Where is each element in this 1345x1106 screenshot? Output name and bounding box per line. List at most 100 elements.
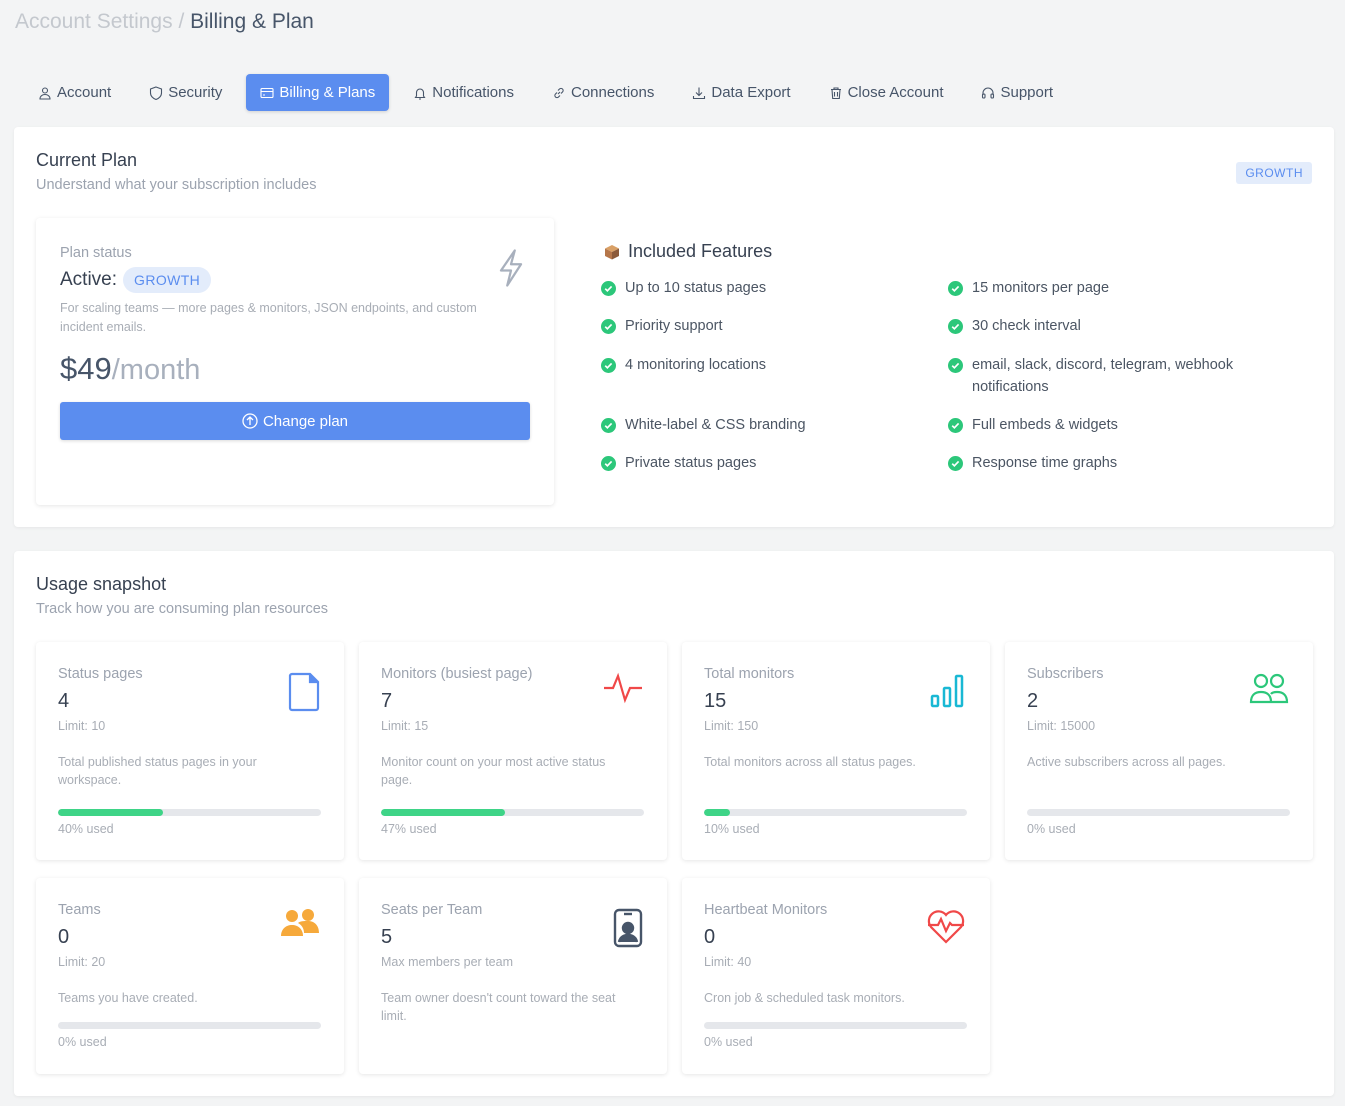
tab-account[interactable]: Account <box>24 74 125 111</box>
breadcrumb-current: Billing & Plan <box>190 10 314 33</box>
section-subtitle: Understand what your subscription includ… <box>36 177 317 193</box>
usage-card-status-pages: Status pages 4 Limit: 10 Total published… <box>36 642 344 860</box>
tab-label: Account <box>57 84 112 101</box>
feature-item: 15 monitors per page <box>948 277 1268 299</box>
tab-data-export[interactable]: Data Export <box>678 74 804 111</box>
check-circle-icon <box>601 418 616 433</box>
tab-label: Billing & Plans <box>279 84 376 101</box>
check-circle-icon <box>601 456 616 471</box>
feature-item: Priority support <box>601 315 921 337</box>
price-amount: $49 <box>60 351 112 386</box>
feature-text: Up to 10 status pages <box>625 280 767 296</box>
usage-card-teams: Teams 0 Limit: 20 Teams you have created… <box>36 878 344 1074</box>
usage-card-subscribers: Subscribers 2 Limit: 15000 Active subscr… <box>1005 642 1313 860</box>
breadcrumb-parent[interactable]: Account Settings <box>15 10 173 33</box>
usage-card-monitors-busiest-page: Monitors (busiest page) 7 Limit: 15 Moni… <box>359 642 667 860</box>
check-circle-icon <box>601 281 616 296</box>
feature-item: Up to 10 status pages <box>601 277 921 299</box>
plan-badge: GROWTH <box>1236 162 1312 184</box>
usage-progress-bar <box>704 809 967 816</box>
feature-text: 15 monitors per page <box>972 280 1110 296</box>
activity-icon <box>603 672 643 709</box>
check-circle-icon <box>948 418 963 433</box>
tab-connections[interactable]: Connections <box>538 74 668 111</box>
package-icon <box>605 244 619 259</box>
bell-icon <box>414 87 426 100</box>
tab-close-account[interactable]: Close Account <box>815 74 958 111</box>
usage-title: Subscribers <box>1027 666 1104 682</box>
current-plan-panel: Current Plan Understand what your subscr… <box>14 127 1334 527</box>
check-circle-icon <box>948 281 963 296</box>
headset-icon <box>982 87 995 99</box>
bar-chart-icon <box>930 672 966 713</box>
usage-progress-bar <box>1027 809 1290 816</box>
usage-value: 7 <box>381 690 393 712</box>
usage-progress-bar <box>58 1022 321 1029</box>
feature-text: Private status pages <box>625 455 757 471</box>
usage-limit: Limit: 20 <box>58 955 106 969</box>
check-circle-icon <box>601 319 616 334</box>
usage-value: 15 <box>704 690 727 712</box>
usage-panel: Usage snapshot Track how you are consumi… <box>14 551 1334 1096</box>
feature-item: Full embeds & widgets <box>948 414 1268 436</box>
usage-progress-fill <box>704 809 731 816</box>
change-plan-button[interactable]: Change plan <box>60 402 530 440</box>
usage-progress-fill <box>58 809 164 816</box>
tab-security[interactable]: Security <box>135 74 236 111</box>
usage-percent: 0% used <box>704 1035 753 1049</box>
shield-icon <box>150 85 163 100</box>
tab-label: Security <box>168 84 223 101</box>
feature-item: Private status pages <box>601 452 921 474</box>
tab-notifications[interactable]: Notifications <box>399 74 528 111</box>
usage-percent: 40% used <box>58 822 114 836</box>
usage-description: Teams you have created. <box>58 991 198 1005</box>
user-icon <box>39 86 51 100</box>
usage-description: Team owner doesn't count toward the seat… <box>381 991 616 1023</box>
usage-value: 5 <box>381 926 393 948</box>
tab-billing-plans[interactable]: Billing & Plans <box>246 74 390 111</box>
credit-card-icon <box>260 87 274 98</box>
tab-label: Notifications <box>432 84 514 101</box>
tab-label: Close Account <box>847 84 944 101</box>
usage-title: Monitors (busiest page) <box>381 666 533 682</box>
breadcrumb-separator: / <box>178 10 185 33</box>
heartbeat-icon <box>926 908 966 949</box>
usage-limit: Max members per team <box>381 955 513 969</box>
feature-item: Response time graphs <box>948 452 1268 474</box>
usage-card-heartbeat-monitors: Heartbeat Monitors 0 Limit: 40 Cron job … <box>682 878 990 1074</box>
usage-description: Active subscribers across all pages. <box>1027 755 1226 769</box>
link-icon <box>554 87 564 98</box>
plan-status-label: Plan status <box>60 245 132 261</box>
trash-icon <box>830 86 841 99</box>
section-title: Current Plan <box>36 150 138 170</box>
usage-progress-bar <box>381 809 644 816</box>
usage-limit: Limit: 40 <box>704 955 752 969</box>
plan-description: For scaling teams — more pages & monitor… <box>60 301 477 334</box>
usage-description: Total monitors across all status pages. <box>704 755 916 769</box>
usage-percent: 47% used <box>381 822 437 836</box>
feature-item: 30 check interval <box>948 315 1268 337</box>
badge-icon <box>613 908 643 953</box>
usage-title: Status pages <box>58 666 143 682</box>
tab-label: Support <box>1000 84 1054 101</box>
usage-card-total-monitors: Total monitors 15 Limit: 150 Total monit… <box>682 642 990 860</box>
features-title-text: Included Features <box>628 241 773 261</box>
feature-item: White-label & CSS branding <box>601 414 921 436</box>
usage-description: Cron job & scheduled task monitors. <box>704 991 905 1005</box>
usage-limit: Limit: 15000 <box>1027 719 1096 733</box>
feature-item: 4 monitoring locations <box>601 354 921 376</box>
usage-percent: 0% used <box>1027 822 1076 836</box>
tab-label: Connections <box>570 84 655 101</box>
plan-active: Active: GROWTH <box>60 267 212 293</box>
tab-support[interactable]: Support <box>967 74 1067 111</box>
usage-limit: Limit: 150 <box>704 719 759 733</box>
usage-percent: 10% used <box>704 822 760 836</box>
included-features-title: Included Features <box>604 241 772 262</box>
usage-progress-fill <box>381 809 505 816</box>
feature-text: email, slack, discord, telegram, webhook… <box>972 357 1234 395</box>
active-label: Active: <box>60 269 118 290</box>
usage-title: Seats per Team <box>381 902 483 918</box>
change-plan-label: Change plan <box>262 412 349 430</box>
usage-percent: 0% used <box>58 1035 107 1049</box>
check-circle-icon <box>601 358 616 373</box>
